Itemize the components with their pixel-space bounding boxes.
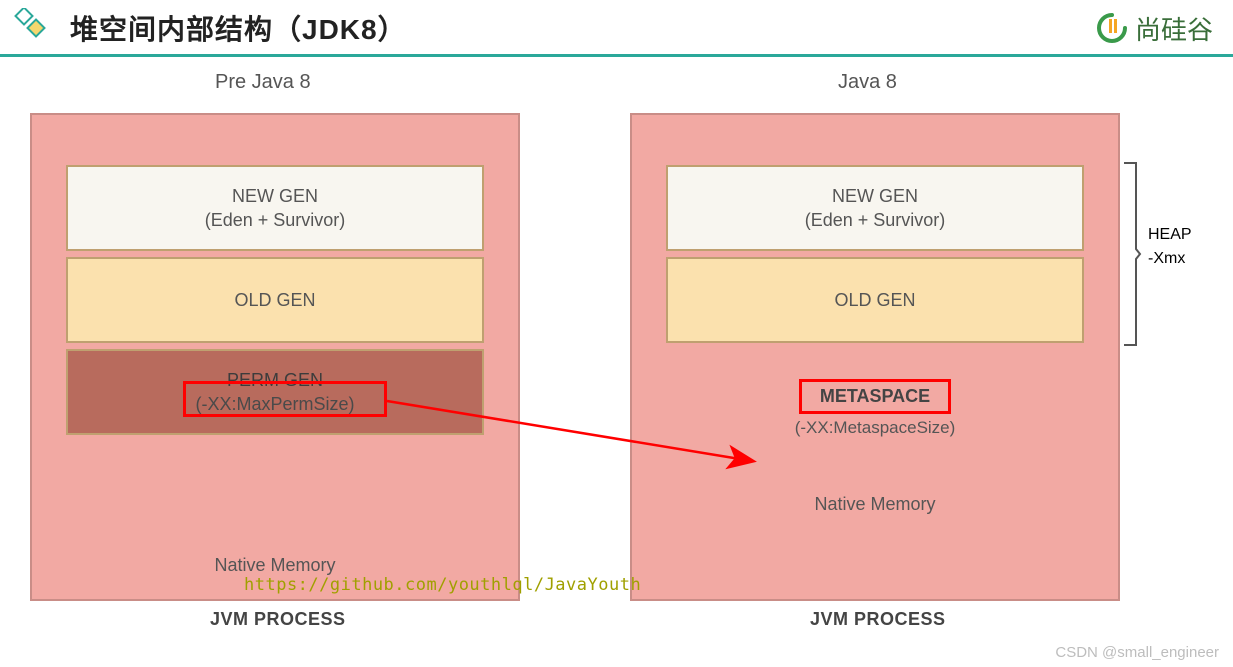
newgen-l1-left: NEW GEN <box>68 184 482 208</box>
heap-annotation: HEAP -Xmx <box>1148 223 1192 271</box>
metaspace-l2: (-XX:MetaspaceSize) <box>666 418 1084 438</box>
metaspace-l1: METASPACE <box>799 379 951 414</box>
newgen-l2-left: (Eden + Survivor) <box>68 208 482 232</box>
jvm-process-left: JVM PROCESS <box>210 609 346 630</box>
old-gen-box-left: OLD GEN <box>66 257 484 343</box>
heap-l2: -Xmx <box>1148 247 1192 271</box>
brand-logo: 尚硅谷 <box>1095 10 1213 47</box>
jvm-box-pre8: NEW GEN (Eden + Survivor) OLD GEN PERM G… <box>30 113 520 601</box>
jvm-box-java8: NEW GEN (Eden + Survivor) OLD GEN METASP… <box>630 113 1120 601</box>
right-column-title: Java 8 <box>838 71 897 94</box>
title-paren: （JDK8） <box>273 14 407 45</box>
diamond-logo-icon <box>10 8 50 48</box>
native-memory-left: Native Memory <box>66 555 484 576</box>
heap-bracket-icon <box>1122 161 1142 347</box>
watermark-url: https://github.com/youthlql/JavaYouth <box>244 575 641 595</box>
newgen-l2-right: (Eden + Survivor) <box>668 208 1082 232</box>
header-bar: 堆空间内部结构（JDK8） 尚硅谷 <box>0 0 1233 57</box>
new-gen-box-right: NEW GEN (Eden + Survivor) <box>666 165 1084 251</box>
brand-text: 尚硅谷 <box>1135 10 1213 47</box>
native-memory-right: Native Memory <box>666 494 1084 515</box>
old-gen-box-right: OLD GEN <box>666 257 1084 343</box>
jvm-process-right: JVM PROCESS <box>810 609 946 630</box>
perm-gen-box: PERM GEN (-XX:MaxPermSize) <box>66 349 484 435</box>
oldgen-right: OLD GEN <box>668 288 1082 312</box>
left-column-title: Pre Java 8 <box>215 71 311 94</box>
brand-icon <box>1095 11 1129 45</box>
diagram-area: Pre Java 8 Java 8 NEW GEN (Eden + Surviv… <box>0 57 1233 667</box>
heap-l1: HEAP <box>1148 223 1192 247</box>
title-main: 堆空间内部结构 <box>70 14 273 45</box>
permgen-l1: PERM GEN <box>68 368 482 392</box>
page-title: 堆空间内部结构（JDK8） <box>70 8 407 48</box>
permgen-l2: (-XX:MaxPermSize) <box>68 392 482 416</box>
metaspace-box: METASPACE (-XX:MetaspaceSize) <box>666 379 1084 438</box>
new-gen-box-left: NEW GEN (Eden + Survivor) <box>66 165 484 251</box>
oldgen-left: OLD GEN <box>68 288 482 312</box>
newgen-l1-right: NEW GEN <box>668 184 1082 208</box>
csdn-attribution: CSDN @small_engineer <box>1055 644 1219 661</box>
